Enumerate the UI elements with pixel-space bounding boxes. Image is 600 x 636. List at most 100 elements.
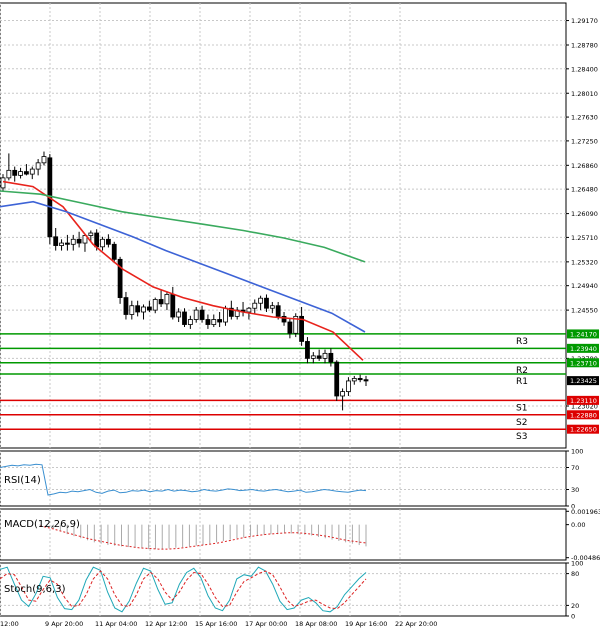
candle-body — [351, 378, 357, 382]
candle-body — [164, 294, 170, 305]
level-price-tag-text: 1.23110 — [570, 397, 597, 405]
y-tick-label: 1.28780 — [571, 41, 598, 49]
y-tick-label: 1.26860 — [571, 162, 598, 170]
candle-body — [205, 319, 211, 325]
y-tick-label: 1.26090 — [571, 210, 598, 218]
rsi-y-tick-label: 100 — [571, 448, 583, 456]
candle-body — [53, 236, 59, 246]
candle-body — [340, 391, 345, 397]
stoch-y-tick-label: 100 — [571, 560, 583, 568]
y-tick-label: 1.25320 — [571, 258, 598, 266]
candle-body — [6, 169, 12, 179]
candle-body — [65, 242, 70, 245]
rsi-label: RSI(14) — [4, 475, 41, 486]
macd-y-tick-label: 0.00 — [571, 521, 585, 529]
level-label: S3 — [516, 432, 527, 442]
macd-signal-line — [39, 525, 367, 550]
candle-body — [264, 297, 269, 309]
candle-body — [129, 305, 135, 315]
macd-y-tick-label: -0.004861 — [571, 554, 600, 562]
candle-body — [281, 315, 287, 323]
rsi-y-tick-label: 70 — [571, 464, 579, 472]
x-tick-label: 17 Apr 00:00 — [245, 620, 287, 628]
candle-body — [12, 169, 18, 176]
macd-label: MACD(12,26,9) — [4, 519, 80, 530]
level-price-tag-text: 1.24170 — [570, 330, 597, 338]
level-price-tag — [567, 343, 599, 353]
y-tick-label: 1.25710 — [571, 234, 598, 242]
level-price-tag-text: 1.22650 — [570, 426, 597, 434]
stoch-d-line — [0, 570, 367, 610]
level-price-tag — [567, 410, 599, 420]
candle-body — [41, 156, 47, 164]
candle-body — [117, 258, 123, 298]
candle-body — [293, 315, 299, 334]
last-price-text: 1.23425 — [570, 377, 597, 385]
x-tick-label: 12 Apr 12:00 — [145, 620, 187, 628]
level-price-tag — [567, 358, 599, 368]
level-price-tag-text: 1.22880 — [570, 411, 597, 419]
candle-body — [35, 162, 41, 170]
candle-body — [287, 321, 293, 334]
level-label: R3 — [516, 337, 528, 347]
rsi-y-tick-label: 30 — [571, 486, 579, 494]
candle-body — [305, 341, 310, 359]
level-price-tag-text: 1.23940 — [570, 345, 597, 353]
level-price-tag — [567, 424, 599, 434]
y-tick-label: 1.23020 — [571, 403, 598, 411]
ma-line-blue — [0, 200, 366, 333]
level-label: R2 — [516, 366, 528, 376]
candle-body — [0, 177, 6, 189]
candle-body — [105, 238, 111, 245]
x-tick-label: 18 Apr 08:00 — [295, 620, 337, 628]
candle-body — [346, 380, 351, 392]
ma-line-green — [0, 190, 366, 263]
candle-body — [363, 379, 369, 382]
y-tick-label: 1.24550 — [571, 307, 598, 315]
candle-body — [199, 309, 205, 320]
candle-body — [18, 171, 23, 176]
candle-body — [100, 238, 105, 248]
x-tick-label: 22 Apr 20:00 — [395, 620, 437, 628]
x-tick-label: 15 Apr 16:00 — [195, 620, 237, 628]
level-price-tag — [567, 329, 599, 339]
stoch-y-tick-label: 80 — [571, 570, 579, 578]
candle-body — [322, 352, 328, 359]
candle-body — [146, 306, 152, 311]
level-price-tag-text: 1.23710 — [570, 359, 597, 367]
x-tick-label: 19 Apr 16:00 — [345, 620, 387, 628]
last-price-tag — [567, 376, 599, 386]
y-tick-label: 1.28010 — [571, 90, 598, 98]
panel-frame-rsi — [0, 450, 567, 507]
candle-body — [246, 307, 252, 313]
candle-body — [217, 319, 223, 323]
macd-y-tick-label: 0.001963 — [571, 508, 600, 516]
rsi-line — [0, 463, 367, 496]
candle-body — [357, 378, 363, 381]
candle-body — [258, 297, 264, 304]
candle-body — [94, 232, 100, 248]
candle-body — [187, 319, 193, 325]
candle-body — [158, 299, 164, 305]
candle-body — [111, 243, 117, 260]
level-label: S1 — [516, 403, 527, 413]
rsi-y-tick-label: 0 — [571, 503, 575, 511]
stoch-y-tick-label: 0 — [571, 613, 575, 621]
candle-body — [223, 307, 228, 323]
candle-body — [70, 238, 76, 245]
candle-body — [211, 319, 217, 325]
candle-body — [193, 309, 199, 320]
x-tick-label: 12:00 — [0, 620, 19, 628]
y-tick-label: 1.27630 — [571, 114, 598, 122]
panel-frame-stoch — [0, 562, 567, 617]
y-tick-label: 1.27250 — [571, 137, 598, 145]
candle-body — [182, 311, 187, 325]
candle-body — [29, 168, 35, 175]
candle-body — [76, 238, 82, 244]
candle-body — [152, 299, 158, 311]
candle-body — [141, 306, 146, 313]
x-tick-label: 11 Apr 04:00 — [95, 620, 137, 628]
stoch-y-tick-label: 20 — [571, 602, 579, 610]
